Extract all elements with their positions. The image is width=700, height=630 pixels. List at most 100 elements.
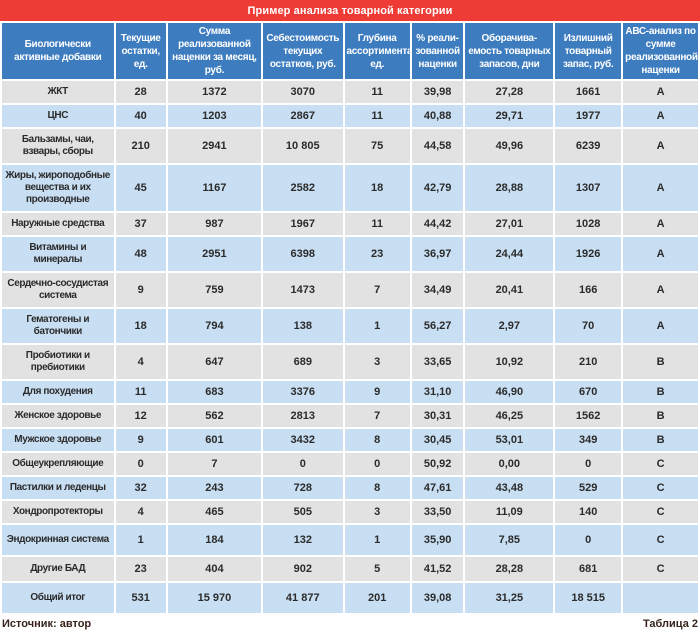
value-cell: 41 877 (262, 583, 343, 613)
abc-class-cell: А (623, 165, 698, 211)
abc-class-cell: С (623, 557, 698, 581)
value-cell: 529 (555, 477, 622, 499)
value-cell: 0 (555, 453, 622, 475)
value-cell: 210 (555, 345, 622, 379)
value-cell: 166 (555, 273, 622, 307)
value-cell: 28,28 (465, 557, 554, 581)
value-cell: 7,85 (465, 525, 554, 555)
category-cell: Пастилки и леденцы (2, 477, 114, 499)
value-cell: 201 (344, 583, 410, 613)
category-analysis-table: Биологически активные добавки Текущие ос… (0, 21, 700, 615)
value-cell: 11,09 (465, 501, 554, 523)
abc-class-cell: В (623, 405, 698, 427)
value-cell: 30,45 (411, 429, 464, 451)
category-cell: Сердечно-сосудистая система (2, 273, 114, 307)
table-body: ЖКТ 28 1372 3070 11 39,98 27,28 1661 А ЦНС 40 1203 2… (2, 81, 698, 613)
value-cell: 140 (555, 501, 622, 523)
value-cell: 2951 (167, 237, 261, 271)
value-cell: 670 (555, 381, 622, 403)
value-cell: 1 (344, 525, 410, 555)
abc-class-cell: А (623, 129, 698, 163)
value-cell: 465 (167, 501, 261, 523)
total-row: Общий итог 531 15 970 41 877 201 39,08 31,25 18… (2, 583, 698, 613)
value-cell: 1967 (262, 213, 343, 235)
table-row: Жиры, жироподобные вещества и их произво… (2, 165, 698, 211)
value-cell: 39,08 (411, 583, 464, 613)
value-cell: 2582 (262, 165, 343, 211)
category-cell: Жиры, жироподобные вещества и их произво… (2, 165, 114, 211)
value-cell: 10,92 (465, 345, 554, 379)
table-title: Пример анализа товарной категории (247, 4, 453, 17)
source-note: Источник: автор (2, 618, 92, 630)
category-cell: Витамины и минералы (2, 237, 114, 271)
value-cell: 1 (344, 309, 410, 343)
abc-class-cell: В (623, 381, 698, 403)
table-row: Пастилки и леденцы 32 243 728 8 47,61 43,48 529… (2, 477, 698, 499)
value-cell: 37 (115, 213, 166, 235)
table-row: Общеукрепляющие 0 7 0 0 50,92 0,00 0 С (2, 453, 698, 475)
value-cell: 759 (167, 273, 261, 307)
value-cell: 44,42 (411, 213, 464, 235)
value-cell: 29,71 (465, 105, 554, 127)
value-cell: 18 515 (555, 583, 622, 613)
value-cell: 1 (115, 525, 166, 555)
value-cell: 243 (167, 477, 261, 499)
value-cell: 8 (344, 429, 410, 451)
value-cell: 4 (115, 501, 166, 523)
value-cell: 1661 (555, 81, 622, 103)
value-cell: 11 (344, 213, 410, 235)
value-cell: 8 (344, 477, 410, 499)
value-cell: 2941 (167, 129, 261, 163)
value-cell: 11 (344, 105, 410, 127)
value-cell: 689 (262, 345, 343, 379)
table-number-label: Таблица 2 (642, 618, 698, 630)
category-cell: Другие БАД (2, 557, 114, 581)
category-cell: Хондропротекторы (2, 501, 114, 523)
value-cell: 1307 (555, 165, 622, 211)
category-cell: Общий итог (2, 583, 114, 613)
value-cell: 1977 (555, 105, 622, 127)
value-cell: 184 (167, 525, 261, 555)
value-cell: 32 (115, 477, 166, 499)
category-cell: Женское здоровье (2, 405, 114, 427)
value-cell: 1926 (555, 237, 622, 271)
category-cell: Бальзамы, чаи, взвары, сборы (2, 129, 114, 163)
value-cell: 1028 (555, 213, 622, 235)
value-cell: 0 (344, 453, 410, 475)
value-cell: 0,00 (465, 453, 554, 475)
value-cell: 45 (115, 165, 166, 211)
value-cell: 48 (115, 237, 166, 271)
value-cell: 9 (115, 273, 166, 307)
value-cell: 28 (115, 81, 166, 103)
value-cell: 349 (555, 429, 622, 451)
column-header-turnover-days: Оборачива­емость товарных запасов, дни (465, 23, 554, 79)
value-cell: 41,52 (411, 557, 464, 581)
value-cell: 53,01 (465, 429, 554, 451)
abc-class-cell: С (623, 501, 698, 523)
table-footer: Источник: автор Таблица 2 (0, 615, 700, 630)
value-cell: 31,10 (411, 381, 464, 403)
value-cell: 7 (344, 273, 410, 307)
value-cell: 18 (115, 309, 166, 343)
value-cell: 36,97 (411, 237, 464, 271)
abc-class-cell: С (623, 453, 698, 475)
value-cell: 35,90 (411, 525, 464, 555)
category-cell: Наружные средства (2, 213, 114, 235)
table-row: Эндокринная система 1 184 132 1 35,90 7,85 0 С (2, 525, 698, 555)
table-row: Наружные средства 37 987 1967 11 44,42 27,01 10… (2, 213, 698, 235)
value-cell: 505 (262, 501, 343, 523)
value-cell: 2,97 (465, 309, 554, 343)
value-cell: 27,01 (465, 213, 554, 235)
table-title-bar: Пример анализа товарной категории (0, 0, 700, 21)
value-cell: 531 (115, 583, 166, 613)
abc-class-cell: А (623, 273, 698, 307)
table-row: ЦНС 40 1203 2867 11 40,88 29,71 1977 А (2, 105, 698, 127)
value-cell: 27,28 (465, 81, 554, 103)
abc-class-cell: С (623, 477, 698, 499)
value-cell: 33,50 (411, 501, 464, 523)
value-cell: 70 (555, 309, 622, 343)
table-row: Женское здоровье 12 562 2813 7 30,31 46,25 1562… (2, 405, 698, 427)
value-cell: 11 (344, 81, 410, 103)
value-cell: 987 (167, 213, 261, 235)
table-row: Пробиотики и пребиотики 4 647 689 3 33,65 10,9… (2, 345, 698, 379)
